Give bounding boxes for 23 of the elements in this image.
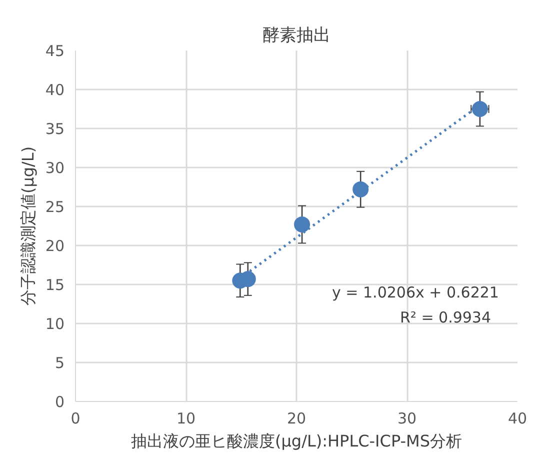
x-tick-label: 30 bbox=[397, 410, 417, 428]
annotation: y = 1.0206x + 0.6221 bbox=[332, 284, 499, 302]
y-tick-label: 35 bbox=[45, 120, 65, 138]
point bbox=[294, 216, 310, 232]
x-tick-label: 20 bbox=[286, 410, 306, 428]
chart-title: 酵素抽出 bbox=[262, 26, 330, 46]
y-tick-label: 40 bbox=[45, 81, 65, 99]
y-tick-label: 30 bbox=[45, 159, 65, 177]
y-tick-label: 45 bbox=[45, 42, 65, 60]
x-axis-title: 抽出液の亜ヒ酸濃度(μg/L):HPLC-ICP-MS分析 bbox=[131, 432, 462, 450]
y-tick-label: 5 bbox=[54, 354, 65, 372]
y-tick-label: 15 bbox=[45, 276, 65, 294]
x-tick-label: 10 bbox=[176, 410, 196, 428]
y-tick-label: 10 bbox=[45, 315, 65, 333]
y-axis-title: 分子認識測定値(μg/L) bbox=[18, 146, 38, 306]
x-tick-label: 0 bbox=[70, 410, 80, 428]
y-tick-label: 20 bbox=[45, 237, 65, 255]
x-tick-label: 40 bbox=[508, 410, 528, 428]
y-tick-label: 25 bbox=[45, 198, 65, 216]
point bbox=[352, 181, 369, 198]
y-tick-label: 0 bbox=[54, 393, 65, 411]
point bbox=[472, 101, 488, 117]
annotation: R² = 0.9934 bbox=[400, 308, 492, 326]
